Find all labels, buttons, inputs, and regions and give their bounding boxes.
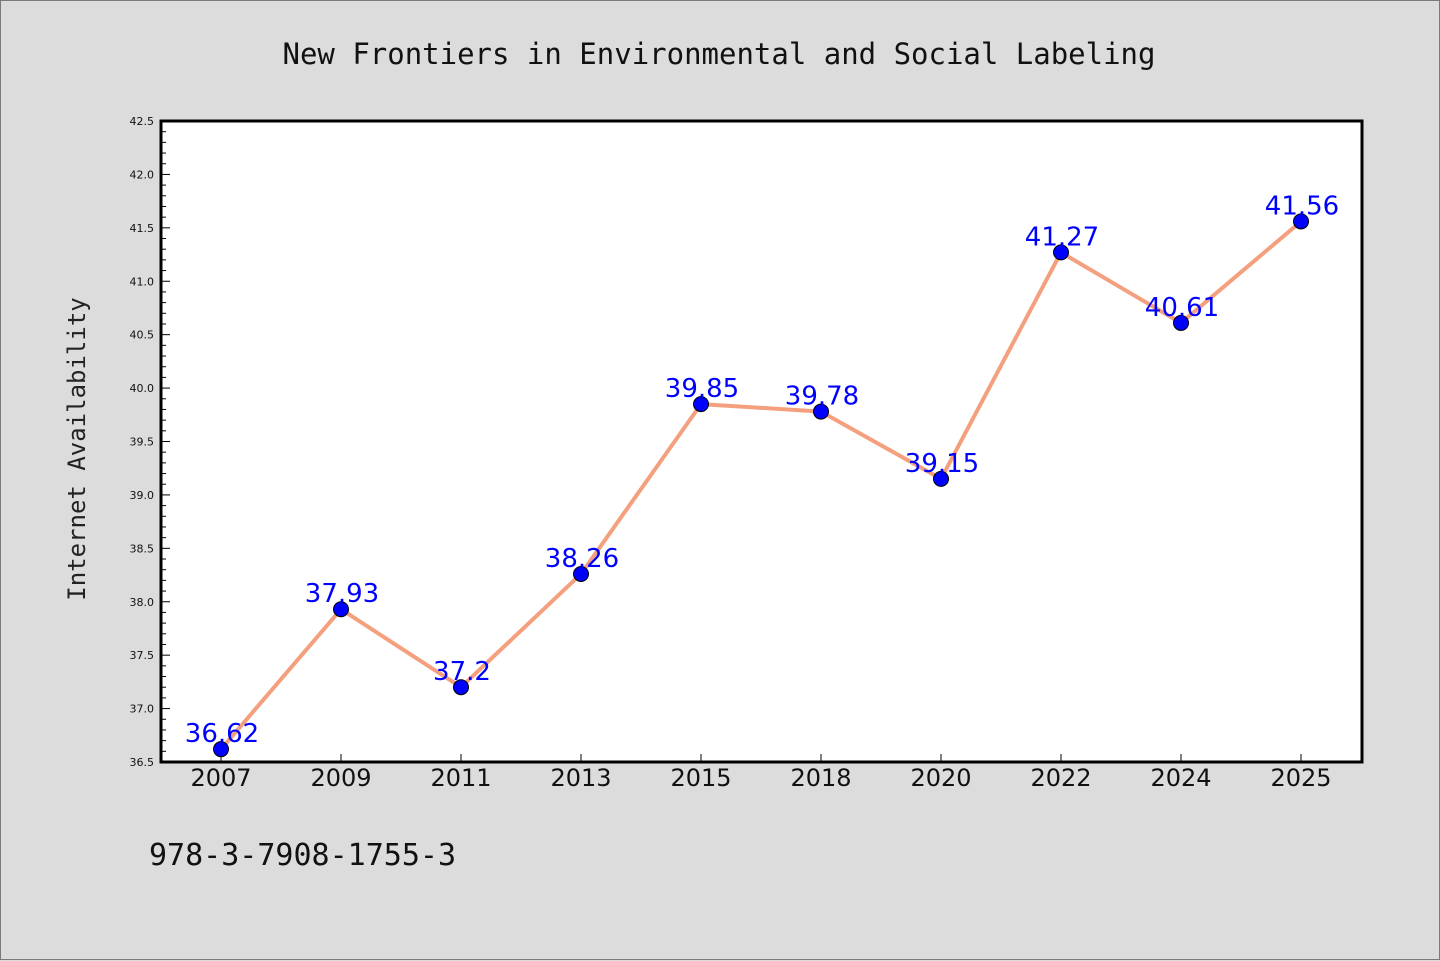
y-tick-label: 42.5 bbox=[130, 115, 155, 128]
x-tick-label: 2009 bbox=[310, 764, 371, 792]
data-label: 38.26 bbox=[545, 544, 619, 574]
x-tick-label: 2022 bbox=[1030, 764, 1091, 792]
y-tick-label: 42.0 bbox=[130, 168, 155, 181]
y-tick-label: 40.5 bbox=[130, 329, 155, 342]
data-labels: 36.62 37.93 37.2 38.26 39.85 39.78 39.15 41.27 4… bbox=[185, 191, 1339, 749]
data-point bbox=[213, 741, 229, 758]
y-tick-label: 41.5 bbox=[130, 222, 155, 235]
data-point bbox=[333, 601, 349, 618]
x-tick-label: 2011 bbox=[430, 764, 491, 792]
y-tick-label: 37.0 bbox=[130, 703, 155, 716]
data-point bbox=[693, 396, 709, 413]
data-label: 39.85 bbox=[665, 374, 739, 404]
x-axis-ticks: 2007 2009 2011 2013 2015 2018 2020 2022 2024 2025 bbox=[190, 754, 1332, 792]
x-tick-label: 2020 bbox=[910, 764, 971, 792]
x-tick-label: 2018 bbox=[790, 764, 851, 792]
x-tick-label: 2007 bbox=[190, 764, 251, 792]
data-point bbox=[1293, 213, 1309, 230]
y-tick-label: 41.0 bbox=[130, 275, 155, 288]
data-point bbox=[453, 679, 469, 696]
data-label: 39.78 bbox=[785, 382, 859, 412]
data-label: 36.62 bbox=[185, 719, 259, 749]
plot-area bbox=[159, 119, 1364, 764]
y-tick-label: 38.0 bbox=[130, 596, 155, 609]
data-label: 37.93 bbox=[305, 579, 379, 609]
x-tick-label: 2013 bbox=[550, 764, 611, 792]
data-point bbox=[1173, 314, 1189, 331]
data-label: 40.61 bbox=[1145, 293, 1219, 323]
y-tick-label: 39.0 bbox=[130, 489, 155, 502]
y-axis-ticks: 36.5 37.0 37.5 38.0 38.5 39.0 39.5 40.0 40.5 41.0… bbox=[130, 115, 170, 769]
data-label: 39.15 bbox=[905, 449, 979, 479]
y-tick-label: 36.5 bbox=[130, 756, 155, 769]
y-tick-label: 38.5 bbox=[130, 542, 155, 555]
data-point bbox=[813, 403, 829, 420]
data-point bbox=[573, 565, 589, 582]
series-line bbox=[219, 219, 1303, 752]
x-tick-label: 2024 bbox=[1150, 764, 1211, 792]
y-tick-label: 40.0 bbox=[130, 382, 155, 395]
data-point bbox=[933, 470, 949, 487]
y-tick-label: 37.5 bbox=[130, 649, 155, 662]
chart-title: New Frontiers in Environmental and Socia… bbox=[283, 37, 1156, 71]
x-tick-label: 2025 bbox=[1270, 764, 1331, 792]
data-label: 37.2 bbox=[433, 657, 491, 687]
x-tick-label: 2015 bbox=[670, 764, 731, 792]
y-axis-label: Internet Availability bbox=[63, 297, 91, 600]
isbn-footer: 978-3-7908-1755-3 bbox=[149, 838, 456, 873]
series-group bbox=[213, 213, 1309, 758]
y-tick-label: 39.5 bbox=[130, 436, 155, 449]
data-label: 41.56 bbox=[1265, 191, 1339, 221]
data-label: 41.27 bbox=[1025, 222, 1099, 252]
data-point bbox=[1053, 244, 1069, 261]
